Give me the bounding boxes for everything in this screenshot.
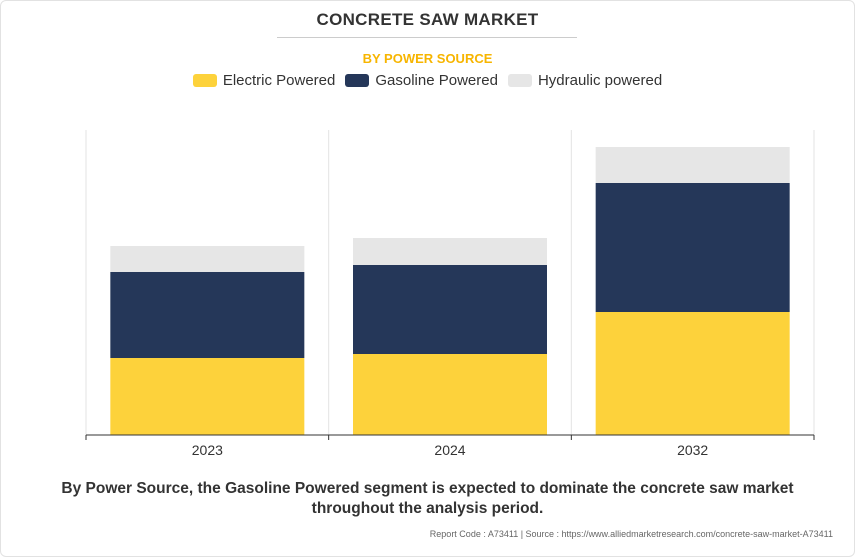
legend: Electric Powered Gasoline Powered Hydrau… xyxy=(0,72,855,89)
bar-segment-electric-powered[interactable] xyxy=(353,354,547,435)
bar-segment-hydraulic-powered[interactable] xyxy=(353,238,547,265)
bar-segment-electric-powered[interactable] xyxy=(110,358,305,435)
legend-item-electric[interactable]: Electric Powered xyxy=(192,72,336,89)
chart-title: CONCRETE SAW MARKET xyxy=(316,10,539,29)
bar-segment-gasoline-powered[interactable] xyxy=(110,272,305,358)
legend-swatch-electric xyxy=(192,74,217,87)
bar-segment-hydraulic-powered[interactable] xyxy=(595,147,790,183)
bar-segment-hydraulic-powered[interactable] xyxy=(110,246,305,272)
bar-segment-gasoline-powered[interactable] xyxy=(353,265,547,354)
legend-label-hydraulic: Hydraulic powered xyxy=(537,72,663,89)
title-divider xyxy=(277,37,577,38)
legend-swatch-hydraulic xyxy=(507,74,532,87)
x-tick-label: 2024 xyxy=(434,442,465,458)
source-note: Report Code : A73411 | Source : https://… xyxy=(429,529,833,539)
stacked-bar-chart: 2023 2024 2032 xyxy=(85,130,815,458)
legend-label-electric: Electric Powered xyxy=(222,72,336,89)
bar-segment-electric-powered[interactable] xyxy=(595,312,790,435)
bar-segment-gasoline-powered[interactable] xyxy=(595,183,790,312)
x-tick-label: 2023 xyxy=(192,442,223,458)
legend-swatch-gasoline xyxy=(345,74,370,87)
legend-item-gasoline[interactable]: Gasoline Powered xyxy=(345,72,498,89)
chart-caption: By Power Source, the Gasoline Powered se… xyxy=(61,480,794,517)
chart-subtitle: BY POWER SOURCE xyxy=(362,51,493,66)
x-tick-label: 2032 xyxy=(677,442,708,458)
legend-label-gasoline: Gasoline Powered xyxy=(375,72,498,89)
legend-item-hydraulic[interactable]: Hydraulic powered xyxy=(507,72,663,89)
